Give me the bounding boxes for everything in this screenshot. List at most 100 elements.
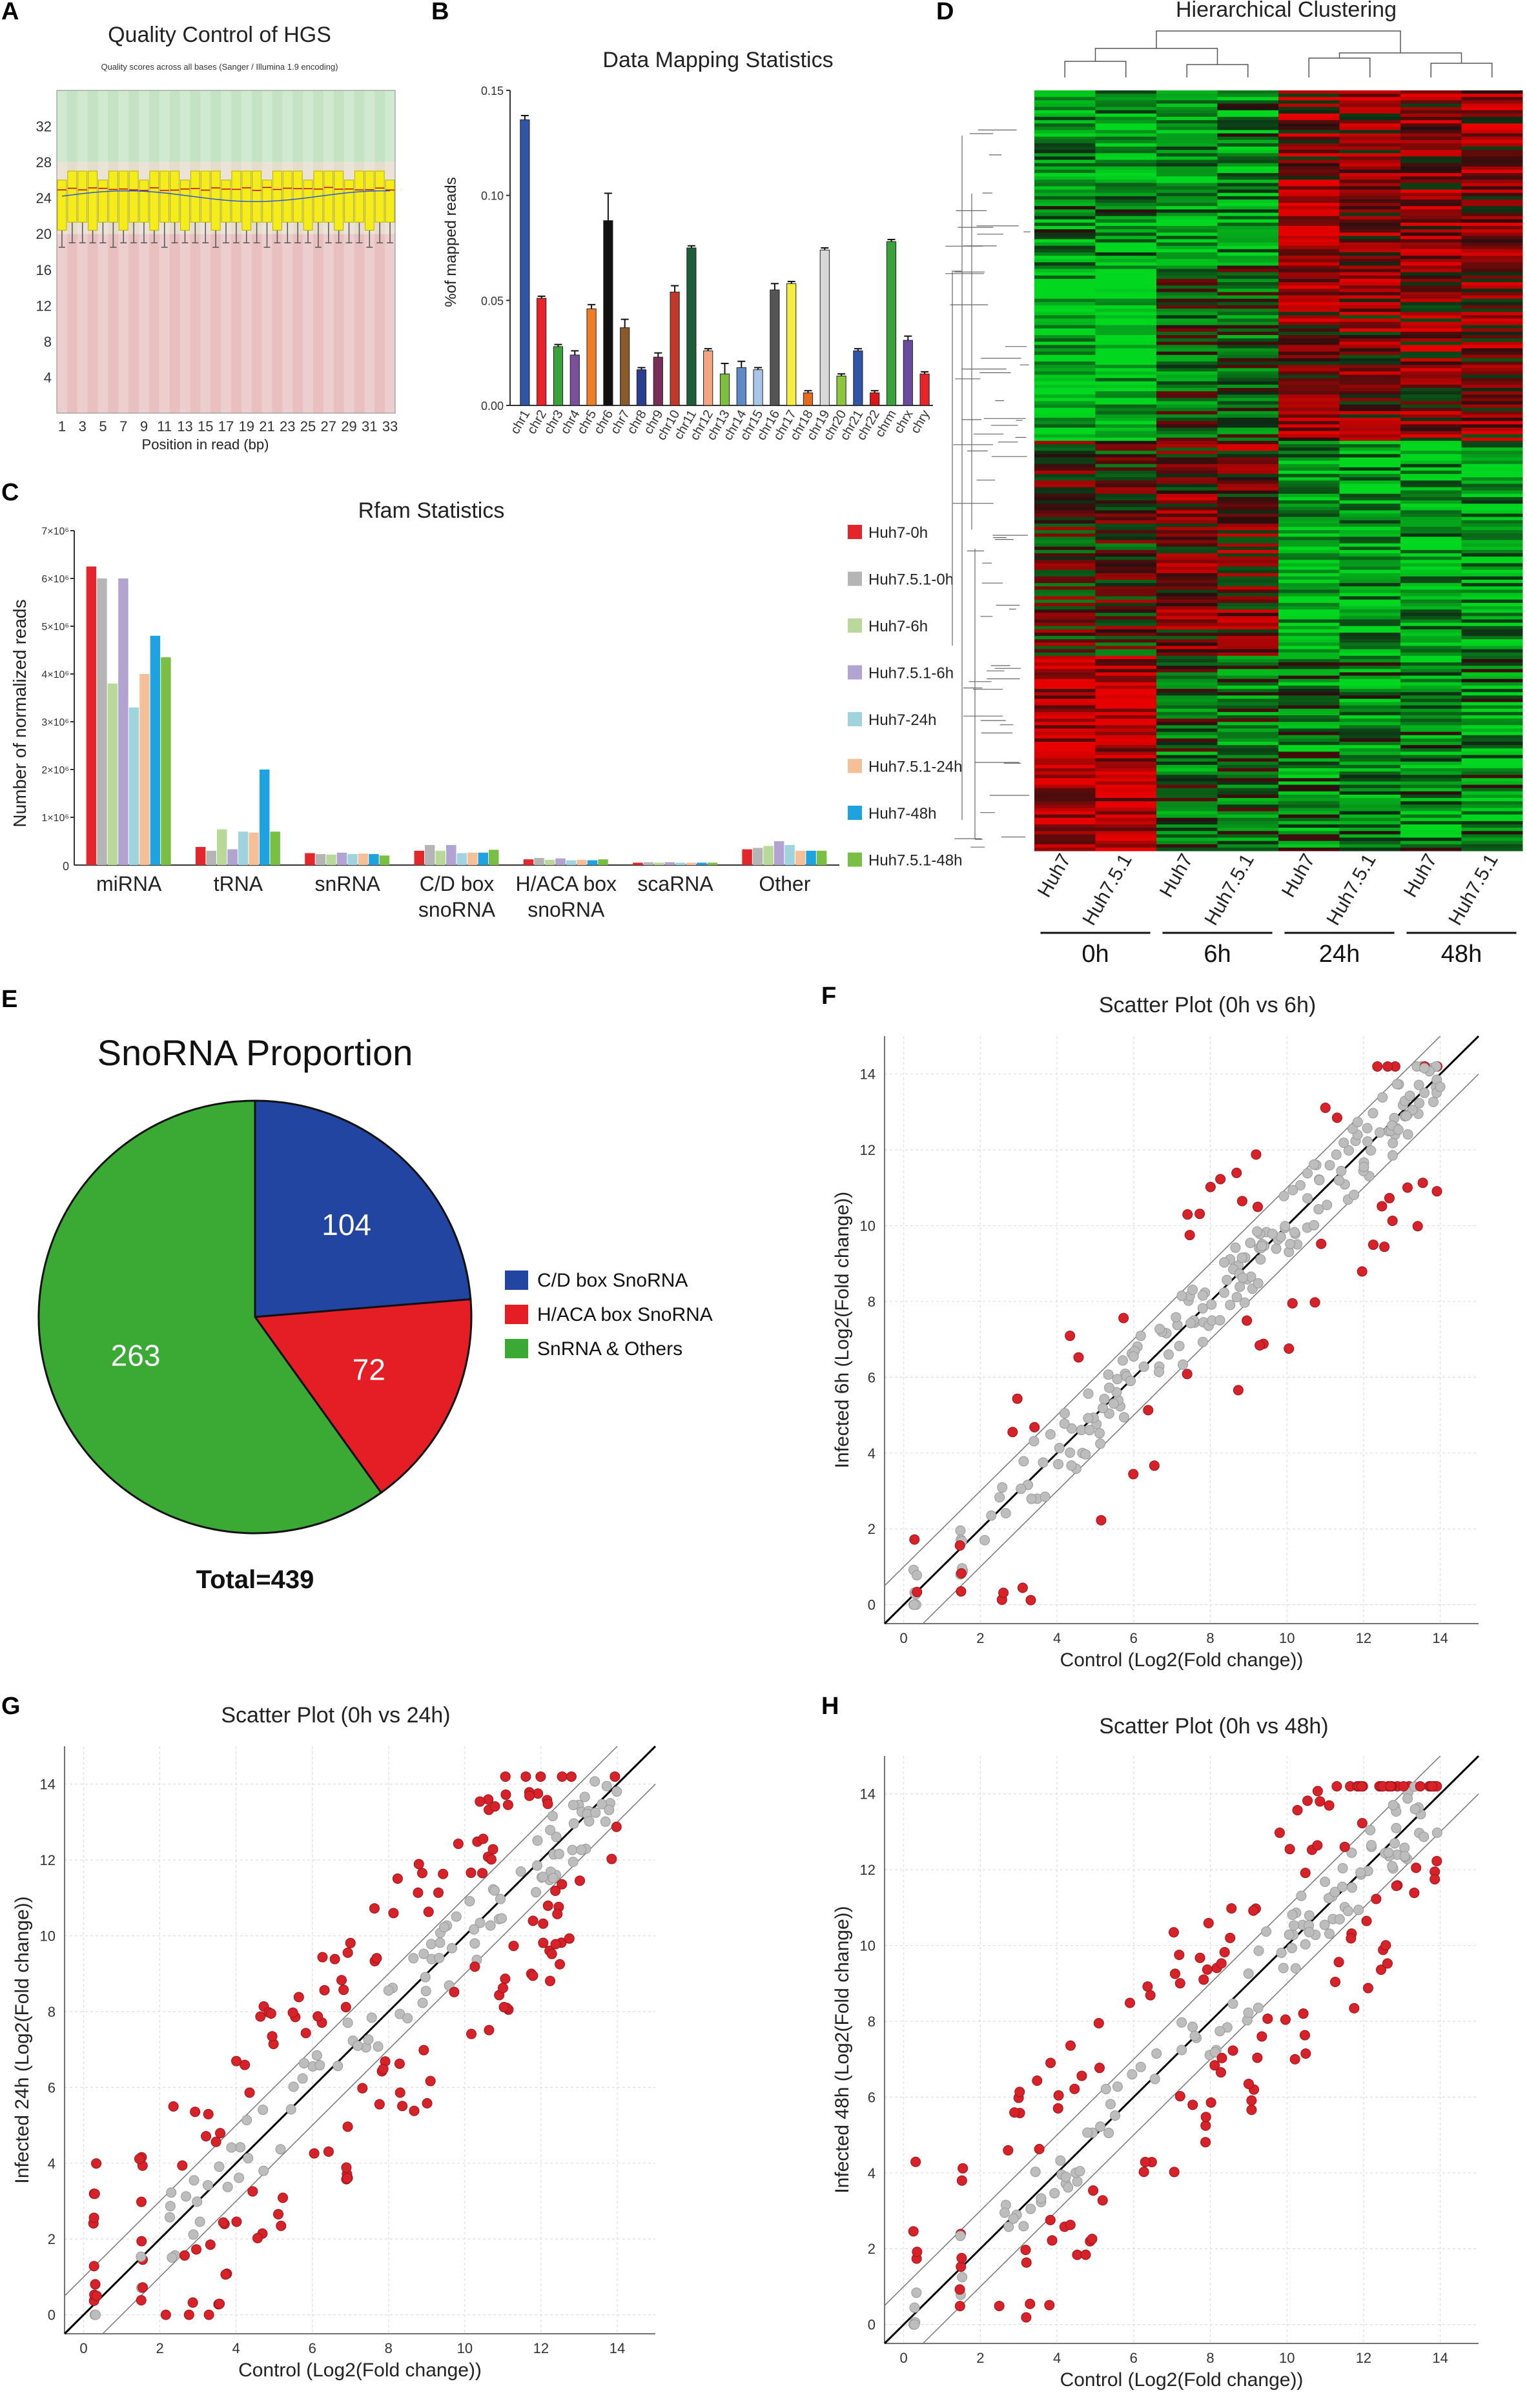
heatmap-cell <box>1095 206 1157 210</box>
heatmap-cell <box>1217 708 1279 713</box>
heatmap-cell <box>1339 748 1401 752</box>
rfam-x-tick: H/ACA box <box>516 872 617 895</box>
heatmap-cell <box>1156 166 1218 170</box>
scatter-y-tick: 4 <box>868 1445 876 1462</box>
rfam-bar <box>435 850 446 865</box>
heatmap-cell <box>1156 675 1218 680</box>
scatter-point-significant <box>1426 1780 1437 1791</box>
rfam-bar <box>446 844 456 865</box>
heatmap-cell <box>1034 649 1096 653</box>
heatmap-cell <box>1461 599 1523 604</box>
quality-column-stripe <box>179 90 190 413</box>
heatmap-cell <box>1278 613 1340 617</box>
heatmap-cell <box>1278 632 1340 637</box>
heatmap-cell <box>1034 153 1096 157</box>
heatmap-cell <box>1278 278 1340 283</box>
heatmap-cell <box>1400 236 1462 240</box>
scatter-point <box>1402 1793 1413 1804</box>
heatmap-cell <box>1400 414 1462 418</box>
heatmap-cell <box>1095 741 1157 746</box>
heatmap-cell <box>1339 232 1401 236</box>
heatmap-cell <box>1461 533 1523 537</box>
scatter-point <box>469 1938 480 1949</box>
heatmap-cell <box>1156 321 1218 326</box>
heatmap-cell <box>1034 434 1096 438</box>
heatmap-cell <box>1339 613 1401 617</box>
scatter-point-significant <box>1080 2249 1091 2260</box>
heatmap-cell <box>1217 788 1279 792</box>
heatmap-cell <box>1156 467 1218 471</box>
heatmap-cell <box>1400 573 1462 577</box>
heatmap-cell <box>1461 682 1523 686</box>
heatmap-cell <box>1034 811 1096 815</box>
scatter-point <box>333 2061 343 2072</box>
scatter-point <box>999 2207 1010 2218</box>
heatmap-cell <box>1217 586 1279 590</box>
heatmap-group-label: 24h <box>1319 941 1360 968</box>
heatmap-cell <box>1217 784 1279 789</box>
heatmap-cell <box>1095 345 1157 349</box>
heatmap-cell <box>1400 642 1462 646</box>
heatmap-cell <box>1156 811 1218 815</box>
heatmap-cell <box>1461 176 1523 180</box>
heatmap-cell <box>1156 817 1218 822</box>
heatmap-cell <box>1339 454 1401 458</box>
heatmap-cell <box>1217 711 1279 716</box>
heatmap-cell <box>1278 173 1340 177</box>
heatmap-cell <box>1461 728 1523 733</box>
scatter-point <box>1072 2176 1083 2187</box>
heatmap-cell <box>1095 513 1157 518</box>
scatter-point-significant <box>416 1868 427 1879</box>
heatmap-cell <box>1095 354 1157 359</box>
heatmap-cell <box>1278 596 1340 600</box>
pie-total: Total=439 <box>196 1566 314 1594</box>
mapping-y-tick: 0.10 <box>481 190 504 203</box>
heatmap-cell <box>1217 285 1279 289</box>
heatmap-cell <box>1095 173 1157 177</box>
heatmap-cell <box>1339 493 1401 498</box>
heatmap-cell <box>1156 212 1218 217</box>
scatter-point <box>1319 1919 1330 1930</box>
heatmap-cell <box>1217 530 1279 534</box>
scatter-point-significant <box>469 1961 480 1972</box>
scatter-point-significant <box>215 2128 226 2139</box>
heatmap-cell <box>1400 563 1462 567</box>
scatter-point <box>1419 1832 1430 1842</box>
heatmap-cell <box>1400 199 1462 203</box>
heatmap-cell <box>1278 669 1340 673</box>
heatmap-cell <box>1217 431 1279 435</box>
heatmap-cell <box>1095 586 1157 590</box>
heatmap-cell <box>1095 265 1157 270</box>
heatmap-cell <box>1217 569 1279 574</box>
scatter-point <box>576 1844 587 1855</box>
heatmap-cell <box>1400 474 1462 478</box>
heatmap-cell <box>1217 642 1279 646</box>
scatter-point <box>1253 1945 1264 1956</box>
scatter-point <box>1100 2083 1111 2094</box>
scatter-point <box>1154 1323 1165 1334</box>
scatter-point-significant <box>538 1937 549 1948</box>
heatmap-cell <box>1217 282 1279 286</box>
scatter-point <box>1000 1507 1011 1518</box>
heatmap-cell <box>1461 758 1523 762</box>
heatmap-cell <box>1034 576 1096 580</box>
scatter-point <box>222 2181 233 2192</box>
heatmap-cell <box>1095 705 1157 709</box>
heatmap-cell <box>1034 100 1096 104</box>
scatter-xlabel: Control (Log2(Fold change)) <box>1060 1649 1304 1671</box>
heatmap-cell <box>1217 719 1279 722</box>
heatmap-cell <box>1156 424 1218 428</box>
heatmap-cell <box>1156 513 1218 518</box>
heatmap-cell <box>1278 556 1340 560</box>
heatmap-cell <box>1339 431 1401 435</box>
heatmap-cell <box>1339 289 1401 292</box>
rfam-legend-label: Huh7.5.1-6h <box>868 665 954 682</box>
heatmap-cell <box>1339 682 1401 686</box>
scatter-point <box>475 1917 486 1928</box>
heatmap-cell <box>1217 560 1279 564</box>
heatmap-cell <box>1156 136 1218 141</box>
heatmap-cell <box>1278 186 1340 190</box>
heatmap-cell <box>1339 331 1401 336</box>
scatter-point <box>1171 1312 1182 1323</box>
heatmap-cell <box>1095 460 1157 465</box>
